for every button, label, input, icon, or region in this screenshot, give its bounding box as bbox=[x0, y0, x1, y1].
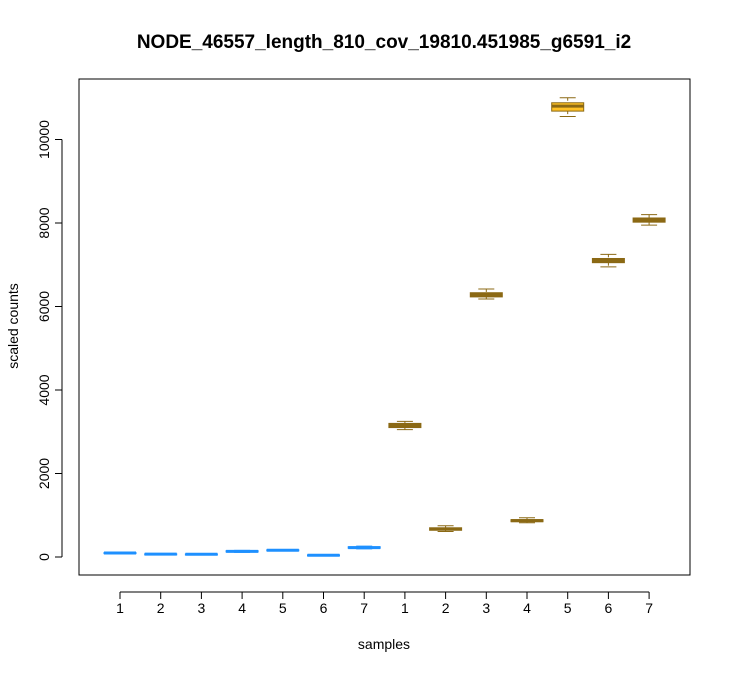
boxes bbox=[103, 97, 666, 557]
x-tick-label: 6 bbox=[605, 600, 613, 616]
y-tick-label: 6000 bbox=[36, 291, 52, 322]
x-tick-label: 1 bbox=[401, 600, 409, 616]
x-tick-label: 6 bbox=[320, 600, 328, 616]
plot-frame bbox=[78, 78, 691, 576]
x-tick-label: 1 bbox=[116, 600, 124, 616]
y-tick-label: 0 bbox=[36, 553, 52, 561]
y-tick-label: 8000 bbox=[36, 207, 52, 238]
box-5 bbox=[266, 548, 300, 552]
x-tick-label: 7 bbox=[360, 600, 368, 616]
box-13 bbox=[591, 253, 625, 268]
box-11 bbox=[510, 517, 544, 524]
box-14 bbox=[632, 214, 666, 226]
x-tick-label: 2 bbox=[442, 600, 450, 616]
x-tick-label: 4 bbox=[523, 600, 531, 616]
box-6 bbox=[307, 553, 340, 557]
chart-title: NODE_46557_length_810_cov_19810.451985_g… bbox=[137, 32, 631, 53]
x-axis: 1 2 3 4 5 6 7 1 2 3 4 5 6 7 bbox=[116, 591, 653, 616]
box-12 bbox=[551, 97, 585, 118]
box-2 bbox=[144, 552, 178, 556]
box-7 bbox=[347, 545, 381, 550]
box-8 bbox=[388, 420, 422, 431]
x-tick-label: 3 bbox=[198, 600, 206, 616]
box-1 bbox=[103, 551, 137, 555]
box-4 bbox=[225, 549, 259, 553]
box-3 bbox=[184, 552, 218, 556]
x-tick-label: 2 bbox=[157, 600, 165, 616]
x-tick-label: 5 bbox=[279, 600, 287, 616]
x-axis-label: samples bbox=[358, 636, 410, 652]
y-tick-label: 10000 bbox=[36, 120, 52, 159]
y-tick-label: 2000 bbox=[36, 458, 52, 489]
box-9 bbox=[429, 525, 463, 533]
x-tick-label: 5 bbox=[564, 600, 572, 616]
y-tick-label: 4000 bbox=[36, 374, 52, 405]
x-tick-label: 3 bbox=[482, 600, 490, 616]
x-tick-label: 7 bbox=[645, 600, 653, 616]
x-tick-label: 4 bbox=[238, 600, 246, 616]
y-axis-label: scaled counts bbox=[5, 283, 21, 369]
y-axis: 0 2000 4000 6000 8000 10000 bbox=[36, 120, 63, 561]
box-10 bbox=[469, 288, 503, 300]
